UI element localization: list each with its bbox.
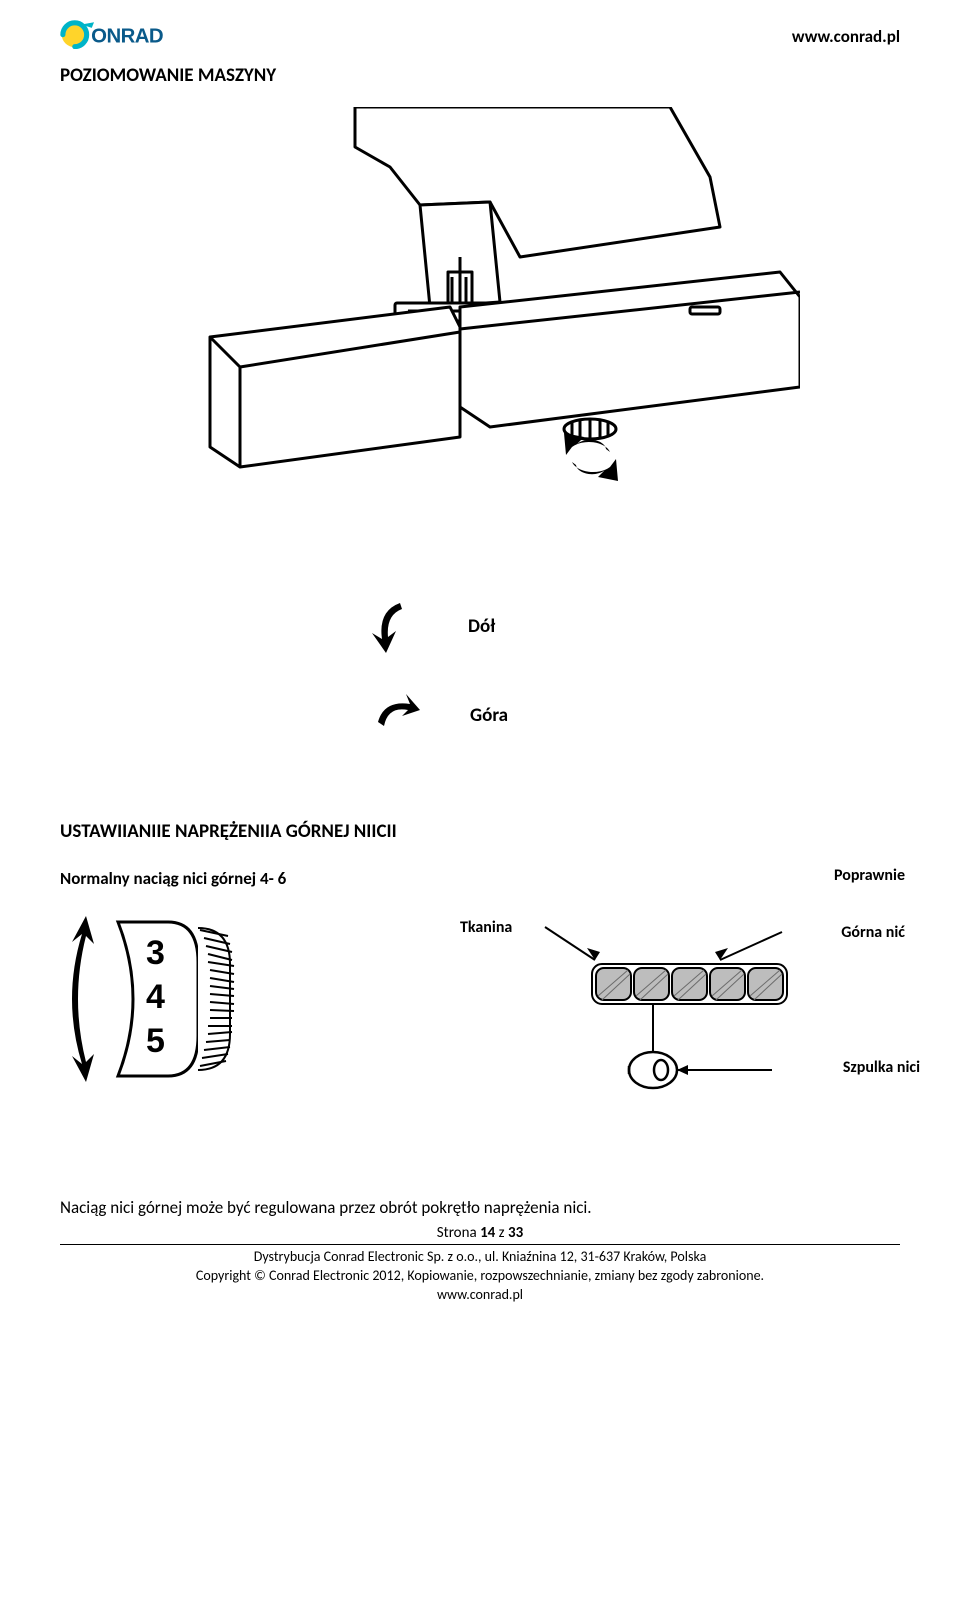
conrad-logo: ONRAD [60, 20, 230, 49]
arrow-row-up: Góra [370, 690, 720, 740]
label-gorna-nic: Górna nić [841, 923, 905, 942]
footer-separator [60, 1244, 900, 1245]
dial-label: Normalny naciąg nici górnej 4- 6 [60, 868, 380, 889]
dial-block: Normalny naciąg nici górnej 4- 6 3 4 5 [60, 868, 380, 1099]
label-tkanina: Tkanina [460, 918, 512, 937]
header-url: www.conrad.pl [792, 26, 900, 47]
tension-row: Normalny naciąg nici górnej 4- 6 3 4 5 [60, 868, 900, 1127]
body-paragraph: Naciąg nici górnej może być regulowana p… [60, 1197, 900, 1218]
tension-dial-illustration: 3 4 5 [60, 904, 290, 1094]
dial-num-5: 5 [146, 1022, 165, 1060]
thread-diagram-block: Poprawnie [440, 868, 900, 1127]
page-footer: Dystrybucja Conrad Electronic Sp. z o.o.… [60, 1248, 900, 1305]
page-number: Strona 14 z 33 [60, 1224, 900, 1242]
arrow-up-label: Góra [470, 704, 508, 727]
label-szpulka: Szpulka nici [843, 1058, 920, 1077]
section-title-leveling: POZIOMOWANIE MASZYNY [60, 64, 900, 87]
arrow-row-down: Dół [370, 597, 720, 655]
footer-line1: Dystrybucja Conrad Electronic Sp. z o.o.… [60, 1248, 900, 1267]
svg-text:ONRAD: ONRAD [91, 26, 163, 48]
arrow-down-label: Dół [468, 615, 495, 638]
page-header: ONRAD www.conrad.pl [60, 20, 900, 54]
arrow-down-icon [370, 597, 418, 655]
direction-arrows-block: Dół Góra [370, 597, 720, 740]
section-title-tension: USTAWIIANIIE NAPRĘŻENIIA GÓRNEJ NIICII [60, 820, 900, 843]
dial-num-4: 4 [146, 978, 165, 1016]
footer-line2: Copyright © Conrad Electronic 2012, Kopi… [60, 1267, 900, 1286]
footer-line3: www.conrad.pl [60, 1286, 900, 1305]
sewing-machine-illustration [160, 107, 800, 557]
label-poprawnie: Poprawnie [834, 866, 905, 885]
dial-num-3: 3 [146, 934, 165, 972]
arrow-up-icon [370, 690, 420, 740]
